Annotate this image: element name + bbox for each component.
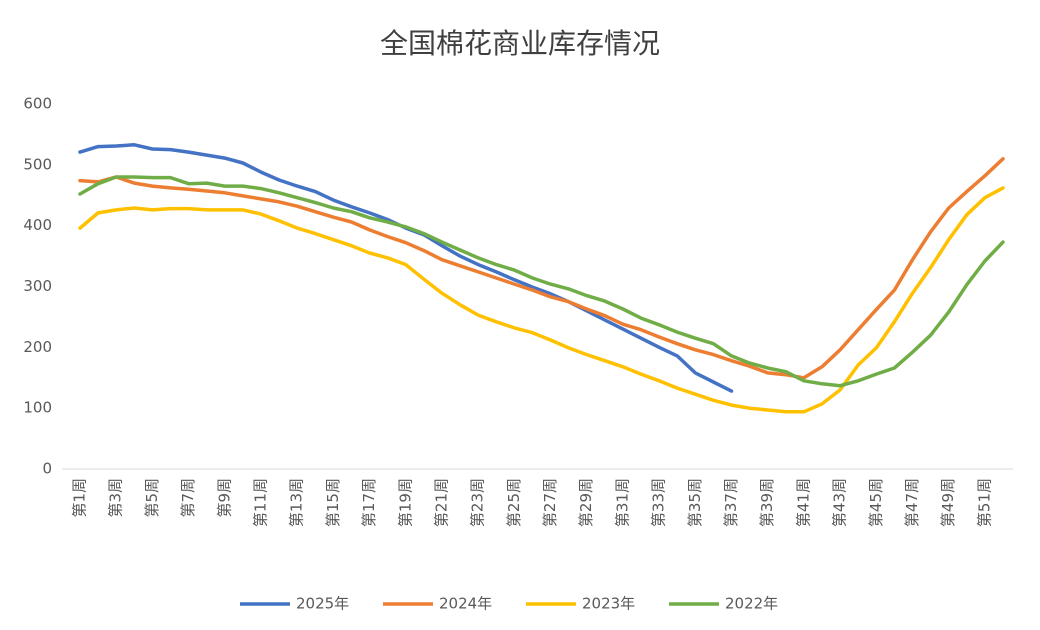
legend-label: 2023年 [582,595,635,613]
x-tick-label: 第15周 [324,478,342,527]
x-tick-label: 第19周 [396,478,414,527]
x-tick-label: 第17周 [360,478,378,527]
series-line [78,175,1005,388]
series-line [78,157,1005,380]
x-tick-label: 第31周 [613,478,631,527]
x-tick-label: 第49周 [939,478,957,527]
x-tick-label: 第33周 [650,478,668,527]
x-tick-label: 第45周 [867,478,885,527]
x-tick-label: 第9周 [215,478,233,518]
chart-title: 全国棉花商业库存情况 [380,27,660,60]
x-tick-label: 第51周 [975,478,993,527]
x-tick-label: 第29周 [577,478,595,527]
x-tick-label: 第27周 [541,478,559,527]
x-tick-label: 第41周 [794,478,812,527]
y-tick-label: 500 [23,155,52,173]
x-tick-label: 第35周 [686,478,704,527]
x-tick-label: 第21周 [432,478,450,527]
x-tick-label: 第5周 [143,478,161,518]
x-tick-label: 第23周 [469,478,487,527]
legend-label: 2022年 [725,595,778,613]
y-tick-label: 300 [23,277,52,295]
x-tick-label: 第43周 [831,478,849,527]
series-line [78,186,1005,414]
legend-label: 2025年 [296,595,349,613]
y-tick-label: 600 [23,95,52,113]
y-tick-label: 400 [23,216,52,234]
y-tick-label: 0 [42,460,52,478]
x-tick-label: 第39周 [758,478,776,527]
y-tick-label: 100 [23,399,52,417]
x-tick-label: 第3周 [107,478,125,518]
x-tick-label: 第47周 [903,478,921,527]
y-tick-label: 200 [23,338,52,356]
x-tick-label: 第1周 [71,478,89,518]
x-tick-label: 第7周 [179,478,197,518]
x-tick-label: 第37周 [722,478,740,527]
x-tick-label: 第13周 [288,478,306,527]
x-tick-label: 第11周 [251,478,269,527]
legend-label: 2024年 [439,595,492,613]
x-tick-label: 第25周 [505,478,523,527]
